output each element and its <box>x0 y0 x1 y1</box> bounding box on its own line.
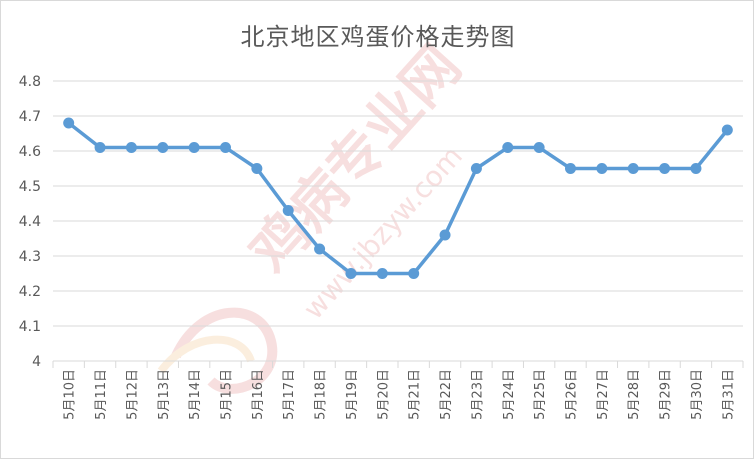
x-tick-label: 5月24日 <box>502 369 517 420</box>
data-point <box>345 268 357 279</box>
series-line <box>66 121 730 276</box>
y-tick-label: 4.2 <box>19 284 41 300</box>
data-point <box>690 163 702 174</box>
x-tick-label: 5月16日 <box>251 369 266 420</box>
y-axis: 4 4.1 4.2 4.3 4.4 4.5 4.6 4.7 4.8 <box>19 74 41 370</box>
x-tick-label: 5月25日 <box>533 369 548 420</box>
x-tick-label: 5月17日 <box>282 369 297 420</box>
x-tick-label: 5月30日 <box>690 369 705 420</box>
data-point <box>627 163 639 174</box>
y-tick-label: 4.5 <box>19 179 41 195</box>
data-point <box>314 243 326 255</box>
x-tick-label: 5月15日 <box>220 369 235 420</box>
x-tick-label: 5月10日 <box>63 369 78 420</box>
chart-title: 北京地区鸡蛋价格走势图 <box>241 23 516 51</box>
x-tick-label: 5月28日 <box>627 369 642 420</box>
data-point <box>596 163 608 174</box>
data-point <box>439 229 451 241</box>
x-axis: 5月10日 5月11日 5月12日 5月13日 5月14日 5月15日 5月16日 5月17日… <box>52 361 744 420</box>
y-tick-label: 4.7 <box>19 109 41 125</box>
data-point <box>220 142 231 153</box>
y-tick-label: 4.4 <box>19 214 41 230</box>
data-point <box>565 163 576 174</box>
data-point <box>157 142 169 153</box>
watermark-logo: 鸡病专业网 www.jbzyw.com <box>157 34 474 394</box>
x-tick-label: 5月13日 <box>157 369 172 420</box>
y-tick-label: 4.3 <box>19 249 41 265</box>
watermark-swirl-icon-2 <box>157 335 255 374</box>
data-point <box>251 163 263 174</box>
data-point <box>188 142 200 153</box>
data-point <box>282 205 294 216</box>
data-point <box>502 142 514 153</box>
x-tick-label: 5月31日 <box>721 369 736 420</box>
x-tick-label: 5月27日 <box>596 369 611 420</box>
x-tick-label: 5月21日 <box>408 369 423 420</box>
x-tick-label: 5月14日 <box>188 369 203 420</box>
data-point <box>63 117 75 129</box>
x-tick-label: 5月22日 <box>439 369 454 420</box>
data-point <box>659 163 671 174</box>
x-tick-label: 5月23日 <box>470 369 485 420</box>
watermark-swirl-icon <box>171 307 278 394</box>
data-point <box>125 142 137 153</box>
data-point <box>721 124 733 136</box>
data-point <box>376 268 388 279</box>
grid-layer <box>53 80 743 362</box>
series-layer <box>63 117 733 279</box>
x-tick-label: 5月29日 <box>659 369 674 420</box>
y-tick-label: 4 <box>32 354 41 370</box>
y-tick-label: 4.1 <box>19 319 41 335</box>
y-tick-label: 4.8 <box>19 74 41 90</box>
data-point <box>533 142 545 153</box>
x-tick-label: 5月26日 <box>565 369 580 420</box>
data-point <box>94 142 106 153</box>
x-tick-label: 5月11日 <box>94 369 109 420</box>
data-point <box>408 268 420 279</box>
x-tick-label: 5月19日 <box>345 369 360 420</box>
data-point <box>470 163 482 174</box>
y-tick-label: 4.6 <box>19 144 41 160</box>
x-tick-label: 5月20日 <box>376 369 391 420</box>
x-tick-label: 5月12日 <box>125 369 140 420</box>
x-tick-label: 5月18日 <box>314 369 329 420</box>
